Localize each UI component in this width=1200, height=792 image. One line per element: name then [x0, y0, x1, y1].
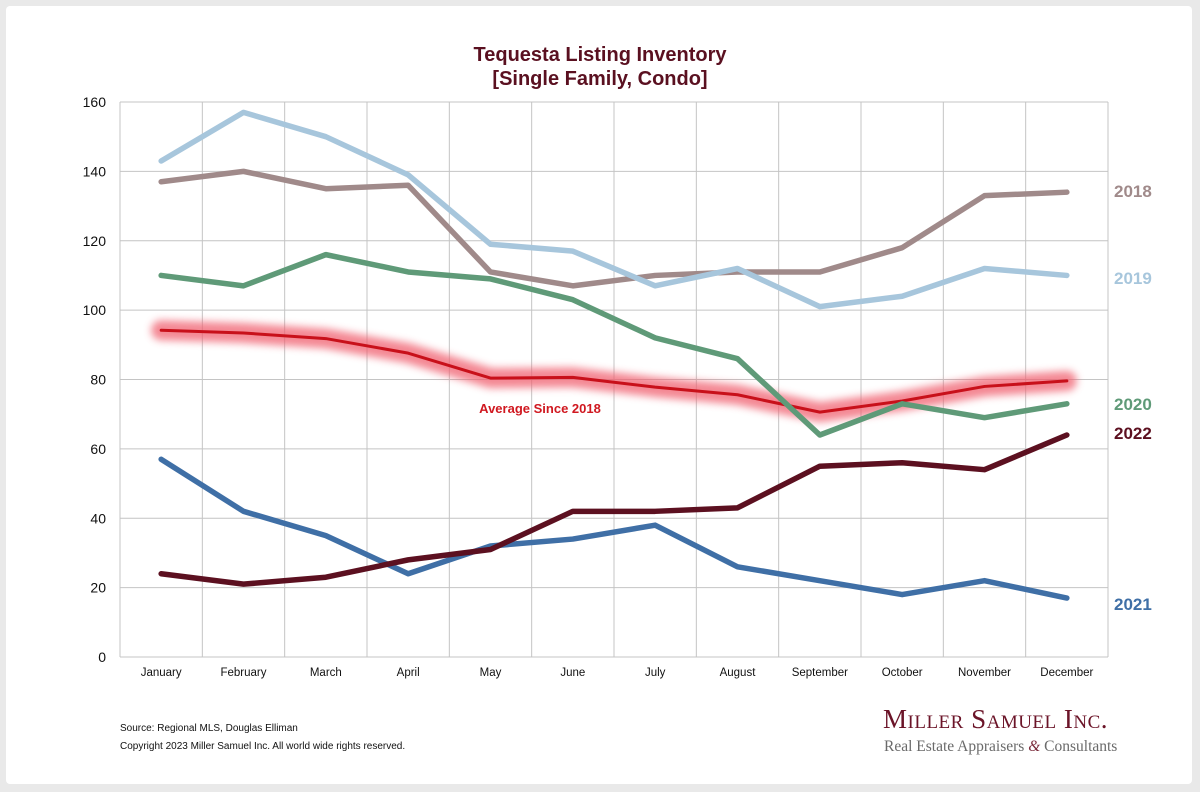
- x-tick-label-november: November: [958, 667, 1011, 679]
- copyright-note: Copyright 2023 Miller Samuel Inc. All wo…: [120, 741, 406, 752]
- x-tick-label-august: August: [720, 667, 757, 679]
- series-line-2019: [158, 109, 1070, 310]
- series-line-2022: [158, 432, 1070, 587]
- series-label-2020: 2020: [1114, 395, 1152, 414]
- x-tick-label-july: July: [645, 667, 666, 679]
- y-tick-label-0: 0: [98, 649, 106, 665]
- chart-title-line1: Tequesta Listing Inventory: [473, 44, 727, 66]
- x-tick-labels: January February March April May June July Augu…: [141, 667, 1094, 679]
- y-tick-label-20: 20: [90, 580, 106, 596]
- chart-title-line2: [Single Family, Condo]: [492, 68, 708, 90]
- series-line-2021: [158, 456, 1070, 601]
- x-tick-label-february: February: [220, 667, 266, 679]
- brand-logo-name: Miller Samuel Inc.: [883, 704, 1109, 734]
- series-label-2018: 2018: [1114, 182, 1152, 201]
- y-tick-label-80: 80: [90, 372, 106, 388]
- x-tick-label-april: April: [397, 667, 420, 679]
- x-tick-label-january: January: [141, 667, 182, 679]
- x-tick-label-may: May: [480, 667, 502, 679]
- x-tick-label-september: September: [792, 667, 848, 679]
- series-label-2019: 2019: [1114, 269, 1152, 288]
- y-tick-label-40: 40: [90, 510, 106, 526]
- series-line-2018: [158, 168, 1070, 289]
- y-tick-label-100: 100: [83, 302, 107, 318]
- y-tick-label-140: 140: [83, 163, 107, 179]
- y-tick-labels: 0 20 40 60 80 100 120 140 160: [83, 94, 107, 665]
- y-tick-label-160: 160: [83, 94, 107, 110]
- series-labels: 2018 2019 2020 2021 2022: [1114, 182, 1152, 614]
- x-tick-label-october: October: [882, 667, 923, 679]
- average-series: Average Since 2018: [151, 320, 1077, 423]
- brand-tagline-part2: Consultants: [1040, 738, 1118, 755]
- brand-tagline-part1: Real Estate Appraisers: [884, 738, 1029, 755]
- y-tick-label-120: 120: [83, 233, 107, 249]
- series-label-2022: 2022: [1114, 424, 1152, 443]
- x-tick-label-march: March: [310, 667, 342, 679]
- brand-tagline-amp: &: [1028, 738, 1041, 755]
- series-lines: [158, 109, 1070, 601]
- series-line-2020: [158, 251, 1070, 438]
- x-tick-label-june: June: [560, 667, 585, 679]
- source-note: Source: Regional MLS, Douglas Elliman: [120, 723, 298, 734]
- brand-tagline: Real Estate Appraisers & Consultants: [884, 738, 1117, 756]
- x-tick-label-december: December: [1040, 667, 1093, 679]
- y-tick-label-60: 60: [90, 441, 106, 457]
- series-label-2021: 2021: [1114, 595, 1152, 614]
- average-line: [159, 328, 1069, 414]
- average-label: Average Since 2018: [479, 401, 601, 416]
